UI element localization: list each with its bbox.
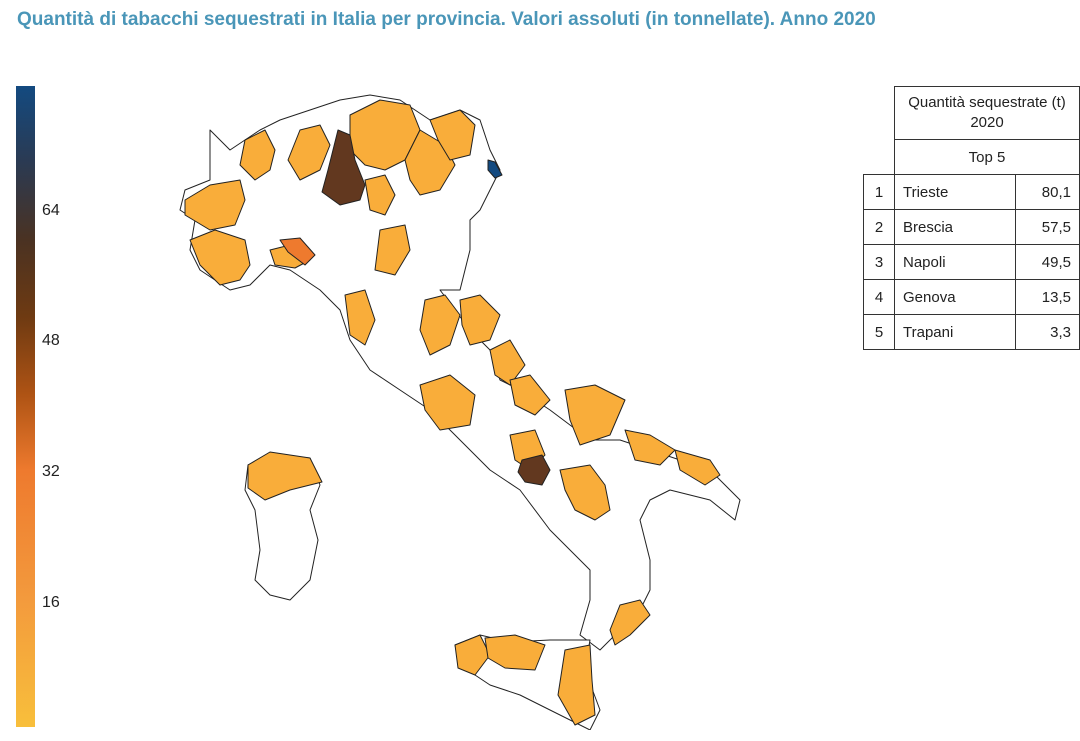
- table-row: 4 Genova 13,5: [863, 279, 1080, 315]
- top5-table: Quantità sequestrate (t) 2020 Top 5 1 Tr…: [863, 86, 1080, 350]
- value-cell: 13,5: [1014, 279, 1080, 315]
- rank-cell: 4: [863, 279, 895, 315]
- scale-tick-16: 16: [42, 594, 60, 611]
- province-cell: Trapani: [894, 314, 1016, 350]
- table-header: Quantità sequestrate (t) 2020: [894, 86, 1080, 140]
- scale-tick-48: 48: [42, 332, 60, 349]
- table-row: 1 Trieste 80,1: [863, 174, 1080, 210]
- table-subheader: Top 5: [894, 139, 1080, 175]
- value-cell: 3,3: [1014, 314, 1080, 350]
- value-cell: 80,1: [1014, 174, 1080, 210]
- province-cell: Genova: [894, 279, 1016, 315]
- scale-tick-32: 32: [42, 463, 60, 480]
- province-brescia: [321, 129, 366, 206]
- province-trieste: [487, 159, 503, 179]
- color-scale-bar: [16, 86, 35, 727]
- table-row: 2 Brescia 57,5: [863, 209, 1080, 245]
- provinces-with-seizures: [184, 99, 721, 726]
- table-row: 5 Trapani 3,3: [863, 314, 1080, 350]
- province-cell: Napoli: [894, 244, 1016, 280]
- rank-cell: 3: [863, 244, 895, 280]
- rank-cell: 2: [863, 209, 895, 245]
- table-row: 3 Napoli 49,5: [863, 244, 1080, 280]
- rank-cell: 1: [863, 174, 895, 210]
- value-cell: 57,5: [1014, 209, 1080, 245]
- value-cell: 49,5: [1014, 244, 1080, 280]
- province-cell: Trieste: [894, 174, 1016, 210]
- italy-provinces-map: [179, 94, 741, 730]
- province-napoli: [517, 454, 551, 486]
- chart-title: Quantità di tabacchi sequestrati in Ital…: [17, 9, 876, 30]
- scale-tick-64: 64: [42, 202, 60, 219]
- rank-cell: 5: [863, 314, 895, 350]
- province-genova: [279, 237, 316, 266]
- province-cell: Brescia: [894, 209, 1016, 245]
